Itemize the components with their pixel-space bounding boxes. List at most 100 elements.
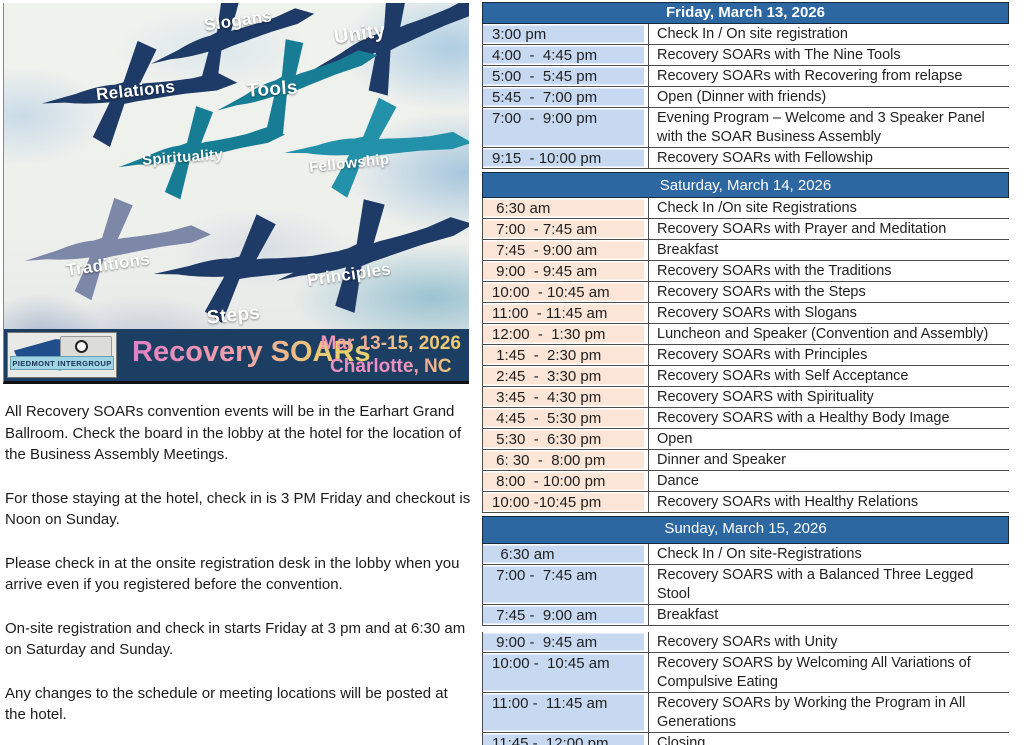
time-cell: 12:00 - 1:30 pm: [482, 324, 649, 344]
event-cell: Check In /On site Registrations: [657, 200, 857, 216]
event-cell: Open: [657, 431, 693, 447]
event-cell: Open (Dinner with friends): [657, 89, 827, 105]
schedule-row: 7:00 - 7:45 am Recovery SOARs with Prayer…: [482, 219, 1009, 240]
schedule-row: 11:45 - 12:00 pm Closing: [482, 733, 1009, 745]
event-cell: Recovery SOARs with Prayer and Meditatio…: [657, 221, 947, 237]
time-cell: 1:45 - 2:30 pm: [482, 345, 649, 365]
schedule-row: 9:00 - 9:45 am Recovery SOARs with the Tr…: [482, 261, 1009, 282]
event-cell: Recovery SOARs with the Traditions: [657, 263, 892, 279]
event-cell: Closing: [657, 735, 706, 745]
event-cell: Recovery SOARs with Self Acceptance: [657, 368, 909, 384]
time-cell: 6: 30 - 8:00 pm: [482, 450, 649, 470]
event-cell: Breakfast: [657, 242, 719, 258]
info-paragraph: Any changes to the schedule or meeting l…: [5, 684, 448, 724]
schedule-section: Saturday, March 14, 2026 6:30 am Check In…: [482, 172, 1009, 513]
event-cell: Recovery SOARs with Unity: [657, 634, 838, 650]
schedule-row: 5:30 - 6:30 pm Open: [482, 429, 1009, 450]
schedule-row: 12:00 - 1:30 pm Luncheon and Speaker (Con…: [482, 324, 1009, 345]
schedule-row: 6: 30 - 8:00 pm Dinner and Speaker: [482, 450, 1009, 471]
time-cell: 5:00 - 5:45 pm: [482, 66, 649, 86]
day-header: Friday, March 13, 2026: [482, 2, 1009, 24]
time-cell: 6:30 am: [482, 544, 649, 564]
info-paragraph: All Recovery SOARs convention events wil…: [5, 403, 462, 463]
schedule-row: 8:00 - 10:00 pm Dance: [482, 471, 1009, 492]
schedule-row: 2:45 - 3:30 pm Recovery SOARs with Self A…: [482, 366, 1009, 387]
time-cell: 11:00 - 11:45 am: [482, 303, 649, 323]
event-cell: Recovery SOARs with Principles: [657, 347, 868, 363]
time-cell: 7:00 - 7:45 am: [482, 219, 649, 239]
logo-emblem-card: [60, 336, 112, 358]
schedule-row: 7:45 - 9:00 am Breakfast: [482, 605, 1009, 626]
schedule-row: 11:00 - 11:45 am Recovery SOARs with Slog…: [482, 303, 1009, 324]
time-cell: 11:00 - 11:45 am: [482, 693, 649, 732]
schedule-section: Friday, March 13, 2026 3:00 pm Check In / …: [482, 2, 1009, 169]
event-cell: Recovery SOARS with a Balanced Three Leg…: [657, 567, 974, 602]
schedule-row: 9:00 - 9:45 am Recovery SOARs with Unity: [482, 632, 1009, 653]
time-cell: 7:45 - 9:00 am: [482, 240, 649, 260]
schedule-row: 3:00 pm Check In / On site registration: [482, 24, 1009, 45]
time-cell: 9:15 - 10:00 pm: [482, 148, 649, 168]
event-date-location: Mar 13-15, 2026 Charlotte, NC: [321, 332, 462, 378]
piedmont-intergroup-logo: PIEDMONT INTERGROUP: [7, 332, 117, 378]
event-banner: PIEDMONT INTERGROUP Recovery SOARs Mar 1…: [4, 329, 469, 381]
schedule-section: Sunday, March 15, 2026 6:30 am Check In /…: [482, 516, 1009, 745]
schedule-row: 11:00 - 11:45 am Recovery SOARs by Workin…: [482, 693, 1009, 733]
time-cell: 7:45 - 9:00 am: [482, 605, 649, 625]
schedule-row: 3:45 - 4:30 pm Recovery SOARS with Spirit…: [482, 387, 1009, 408]
time-cell: 11:45 - 12:00 pm: [482, 733, 649, 745]
time-cell: 3:45 - 4:30 pm: [482, 387, 649, 407]
schedule-row: 10:00 - 10:45 am Recovery SOARs with the …: [482, 282, 1009, 303]
schedule-row: 7:45 - 9:00 am Breakfast: [482, 240, 1009, 261]
schedule-row: 9:15 - 10:00 pm Recovery SOARs with Fello…: [482, 148, 1009, 169]
schedule-row: 10:00 -10:45 pm Recovery SOARs with Healt…: [482, 492, 1009, 513]
day-header: Saturday, March 14, 2026: [482, 172, 1009, 198]
time-cell: 10:00 - 10:45 am: [482, 653, 649, 692]
event-cell: Dinner and Speaker: [657, 452, 786, 468]
event-cell: Dance: [657, 473, 699, 489]
schedule-row: 6:30 am Check In /On site Registrations: [482, 198, 1009, 219]
time-cell: 10:00 -10:45 pm: [482, 492, 649, 512]
logo-text: PIEDMONT INTERGROUP: [12, 358, 112, 368]
event-cell: Recovery SOARS with a Healthy Body Image: [657, 410, 950, 426]
schedule-row: 5:00 - 5:45 pm Recovery SOARs with Recove…: [482, 66, 1009, 87]
time-cell: 5:30 - 6:30 pm: [482, 429, 649, 449]
event-cell: Recovery SOARs with Healthy Relations: [657, 494, 919, 510]
info-paragraph: On-site registration and check in starts…: [5, 619, 466, 659]
time-cell: 7:00 - 7:45 am: [482, 565, 649, 604]
event-date: Mar 13-15, 2026: [320, 333, 462, 354]
logo-circle-icon: [75, 340, 88, 353]
day-header: Sunday, March 15, 2026: [482, 516, 1009, 544]
info-paragraph: For those staying at the hotel, check in…: [5, 489, 471, 529]
info-paragraph: Please check in at the onsite registrati…: [5, 554, 460, 594]
time-cell: 2:45 - 3:30 pm: [482, 366, 649, 386]
event-cell: Recovery SOARs with Fellowship: [657, 150, 873, 166]
schedule-table: Friday, March 13, 2026 3:00 pm Check In / …: [482, 2, 1009, 745]
schedule-row: 10:00 - 10:45 am Recovery SOARS by Welcom…: [482, 653, 1009, 693]
schedule-row: 4:00 - 4:45 pm Recovery SOARs with The Ni…: [482, 45, 1009, 66]
info-text: All Recovery SOARs convention events wil…: [5, 401, 471, 745]
event-cell: Check In / On site registration: [657, 26, 848, 42]
schedule-row: 1:45 - 2:30 pm Recovery SOARs with Princi…: [482, 345, 1009, 366]
time-cell: 5:45 - 7:00 pm: [482, 87, 649, 107]
event-cell: Luncheon and Speaker (Convention and Ass…: [657, 326, 989, 342]
event-cell: Recovery SOARs with Slogans: [657, 305, 857, 321]
goose-label-tools: Tools: [246, 77, 299, 102]
poster-artwork: Slogans Unity Relations Tools Spirituali…: [3, 3, 469, 384]
time-cell: 9:00 - 9:45 am: [482, 632, 649, 652]
event-cell: Recovery SOARS by Welcoming All Variatio…: [657, 655, 971, 690]
schedule-row: 7:00 - 9:00 pm Evening Program – Welcome …: [482, 108, 1009, 148]
event-cell: Recovery SOARS with Spirituality: [657, 389, 874, 405]
event-location: Charlotte, NC: [321, 355, 462, 378]
goose-principles: [268, 188, 469, 322]
event-cell: Breakfast: [657, 607, 719, 623]
schedule-row: 5:45 - 7:00 pm Open (Dinner with friends): [482, 87, 1009, 108]
time-cell: 9:00 - 9:45 am: [482, 261, 649, 281]
event-cell: Check In / On site-Registrations: [657, 546, 862, 562]
time-cell: 8:00 - 10:00 pm: [482, 471, 649, 491]
event-cell: Evening Program – Welcome and 3 Speaker …: [657, 110, 985, 145]
event-cell: Recovery SOARs with The Nine Tools: [657, 47, 901, 63]
schedule-row: 7:00 - 7:45 am Recovery SOARS with a Bala…: [482, 565, 1009, 605]
event-title: Recovery SOARs: [132, 336, 371, 368]
time-cell: 4:00 - 4:45 pm: [482, 45, 649, 65]
